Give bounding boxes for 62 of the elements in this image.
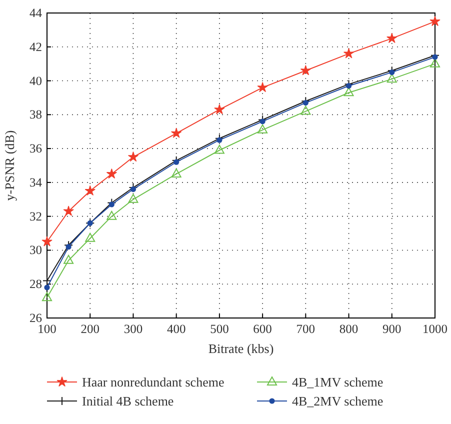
x-tick-label: 800 <box>339 322 358 336</box>
point <box>302 100 308 106</box>
y-tick-label: 36 <box>30 142 42 156</box>
legend-label: Initial 4B scheme <box>82 394 174 408</box>
y-tick-label: 28 <box>30 277 42 292</box>
point <box>386 74 397 83</box>
point <box>389 70 395 76</box>
legend-label: 4B_1MV scheme <box>292 374 384 390</box>
point <box>85 232 96 242</box>
point <box>84 186 96 196</box>
point <box>260 118 266 124</box>
point <box>63 206 74 216</box>
point <box>257 82 268 92</box>
point <box>87 220 93 226</box>
point <box>300 106 311 115</box>
point <box>106 168 117 178</box>
x-tick-label: 600 <box>253 322 272 336</box>
x-axis-title: Bitrate (kbs) <box>208 341 274 356</box>
y-tick-label: 34 <box>30 175 43 190</box>
point <box>258 124 268 134</box>
x-tick-label: 100 <box>38 322 56 336</box>
y-tick-label: 38 <box>30 108 42 122</box>
point <box>386 33 398 43</box>
point <box>216 137 222 143</box>
point <box>42 236 52 246</box>
point <box>174 159 180 165</box>
point <box>344 48 354 58</box>
point <box>171 168 182 178</box>
point <box>128 194 138 203</box>
point <box>344 87 354 96</box>
point <box>171 128 182 138</box>
point <box>430 58 440 68</box>
x-tick-label: 700 <box>296 322 316 336</box>
y-tick-label: 42 <box>30 40 42 54</box>
point <box>66 244 72 250</box>
point <box>214 104 225 114</box>
y-tick-label: 40 <box>30 74 42 88</box>
y-axis-title: y-PSNR (dB) <box>2 130 17 201</box>
point <box>130 186 136 192</box>
x-tick-label: 200 <box>80 322 100 336</box>
y-tick-label: 26 <box>30 311 42 325</box>
point <box>44 284 50 290</box>
point <box>106 210 117 220</box>
y-tick-label: 44 <box>30 6 43 20</box>
legend-label: 4B_2MV scheme <box>292 394 384 408</box>
point <box>300 65 311 76</box>
point <box>108 202 114 208</box>
y-tick-label: 30 <box>30 243 42 258</box>
y-tick-label: 32 <box>30 209 42 224</box>
point <box>214 144 224 154</box>
point <box>432 54 438 60</box>
x-tick-label: 1000 <box>422 322 448 336</box>
point <box>430 16 440 26</box>
x-tick-label: 300 <box>124 322 143 336</box>
point <box>346 83 352 89</box>
point <box>64 254 74 264</box>
legend-label: Haar nonredundant scheme <box>82 374 224 390</box>
point <box>42 292 52 302</box>
x-tick-label: 500 <box>210 322 229 336</box>
x-tick-label: 900 <box>382 322 402 336</box>
point <box>128 152 138 162</box>
x-tick-label: 400 <box>166 322 186 336</box>
